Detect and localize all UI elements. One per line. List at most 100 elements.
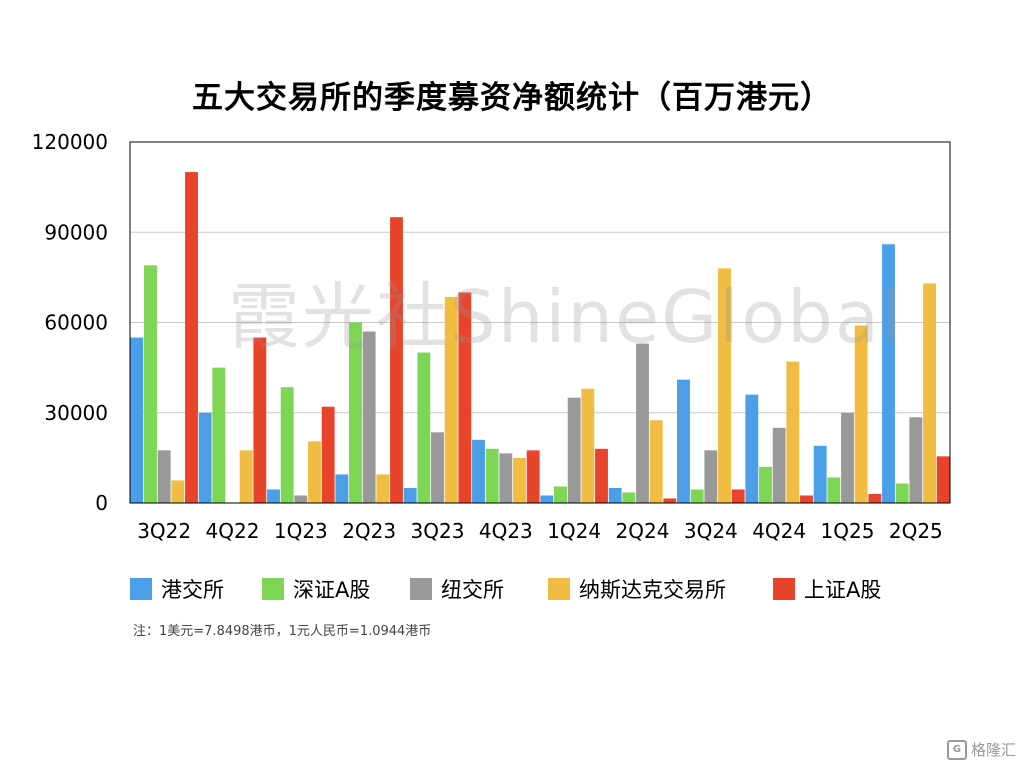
bar-4Q22-3: [239, 450, 253, 503]
bar-2Q23-2: [362, 331, 376, 503]
bar-4Q23-3: [513, 457, 526, 503]
bar-4Q22-1: [212, 367, 226, 503]
legend: 港交所 深证A股 纽交所 纳斯达克交易所 上证A股: [130, 574, 990, 604]
y-tick-label: 90000: [44, 220, 108, 244]
bar-3Q23-0: [403, 487, 417, 503]
bar-2Q23-3: [376, 474, 390, 503]
bar-4Q24-0: [745, 394, 759, 503]
bar-1Q25-1: [827, 477, 841, 503]
bar-1Q25-2: [841, 412, 854, 503]
bar-1Q24-3: [581, 388, 595, 503]
bar-3Q24-2: [704, 450, 718, 503]
x-tick-label: 1Q25: [821, 519, 875, 543]
footnote: 注：1美元=7.8498港币，1元人民币=1.0944港币: [133, 624, 432, 639]
bar-2Q25-0: [882, 244, 895, 504]
bar-4Q22-0: [198, 412, 212, 503]
bar-2Q23-0: [335, 474, 349, 503]
bar-3Q23-3: [444, 296, 458, 503]
bar-4Q24-3: [786, 361, 800, 503]
legend-item: 纳斯达克交易所: [548, 574, 726, 604]
bar-1Q24-4: [595, 448, 608, 503]
x-tick-label: 4Q22: [206, 519, 260, 543]
bar-4Q23-2: [499, 453, 513, 503]
x-tick-label: 3Q23: [411, 519, 465, 543]
bar-4Q24-4: [800, 495, 813, 503]
y-tick-label: 0: [95, 491, 108, 515]
chart-title: 五大交易所的季度募资净额统计（百万港元）: [192, 80, 832, 116]
legend-swatch: [262, 578, 284, 600]
bar-2Q25-1: [895, 483, 909, 503]
x-tick-label: 3Q22: [137, 519, 191, 543]
x-tick-label: 4Q23: [479, 519, 533, 543]
legend-item: 上证A股: [773, 574, 881, 604]
legend-swatch: [773, 578, 795, 600]
bar-2Q24-3: [649, 420, 663, 503]
plot-frame: [129, 141, 951, 504]
bars: [130, 172, 950, 504]
bar-1Q25-4: [868, 493, 882, 503]
x-axis-ticks: 3Q22 4Q22 1Q23 2Q23 3Q23 4Q23 1Q24 2Q24 3Q24 4Q24…: [137, 519, 943, 543]
bar-1Q23-3: [308, 441, 321, 503]
y-tick-label: 60000: [44, 311, 108, 335]
bar-2Q25-3: [923, 283, 936, 503]
bar-2Q25-4: [936, 456, 950, 503]
legend-item: 深证A股: [262, 574, 370, 604]
bar-3Q22-4: [185, 172, 198, 504]
bar-1Q24-1: [554, 486, 567, 503]
bar-4Q22-4: [253, 337, 267, 503]
legend-label: 港交所: [161, 578, 224, 602]
bar-3Q22-2: [157, 450, 171, 503]
x-tick-label: 2Q25: [889, 519, 943, 543]
bar-1Q24-2: [567, 397, 581, 503]
bar-3Q22-3: [171, 480, 185, 503]
y-axis-ticks: 0 30000 60000 90000 120000: [32, 130, 108, 515]
x-tick-label: 1Q24: [547, 519, 601, 543]
x-tick-label: 1Q23: [274, 519, 328, 543]
bar-3Q23-4: [458, 292, 472, 503]
legend-label: 上证A股: [804, 578, 882, 602]
bar-1Q23-2: [294, 495, 308, 503]
bar-1Q23-1: [280, 387, 294, 503]
legend-label: 纳斯达克交易所: [579, 578, 726, 602]
bar-3Q22-0: [130, 337, 144, 503]
bar-2Q24-2: [636, 343, 649, 503]
legend-label: 纽交所: [441, 578, 504, 602]
y-tick-label: 30000: [44, 401, 108, 425]
legend-item: 纽交所: [410, 574, 504, 604]
bar-2Q24-0: [608, 487, 622, 503]
x-tick-label: 4Q24: [752, 519, 806, 543]
brand-label: 格隆汇: [970, 741, 1016, 759]
x-tick-label: 2Q23: [342, 519, 396, 543]
y-tick-label: 120000: [32, 130, 108, 154]
legend-swatch: [410, 578, 432, 600]
bar-2Q24-4: [663, 498, 677, 503]
legend-swatch: [130, 578, 152, 600]
bar-2Q23-4: [390, 217, 403, 504]
bar-1Q25-3: [854, 325, 868, 503]
x-tick-label: 3Q24: [684, 519, 738, 543]
bar-1Q25-0: [813, 445, 827, 503]
bar-4Q24-2: [772, 427, 786, 503]
bar-3Q22-1: [144, 265, 157, 503]
legend-label: 深证A股: [293, 578, 371, 602]
bar-2Q23-1: [349, 322, 362, 503]
bar-3Q24-3: [718, 268, 731, 503]
bar-4Q23-0: [472, 439, 485, 503]
bar-3Q23-1: [417, 352, 431, 503]
bar-3Q23-2: [431, 432, 444, 503]
legend-swatch: [548, 578, 570, 600]
bar-1Q23-4: [321, 406, 335, 503]
bar-1Q24-0: [540, 495, 554, 503]
bar-3Q24-1: [690, 489, 704, 503]
bar-2Q25-2: [909, 417, 923, 503]
bar-4Q24-1: [759, 466, 772, 503]
bar-1Q23-0: [267, 489, 280, 503]
legend-item: 港交所: [130, 574, 224, 604]
x-tick-label: 2Q24: [616, 519, 670, 543]
watermark: 霞光社ShineGlobal: [228, 275, 903, 359]
bar-3Q24-4: [731, 489, 745, 503]
bar-4Q23-1: [485, 448, 499, 503]
bar-3Q24-0: [677, 379, 690, 503]
bar-2Q24-1: [622, 492, 636, 503]
